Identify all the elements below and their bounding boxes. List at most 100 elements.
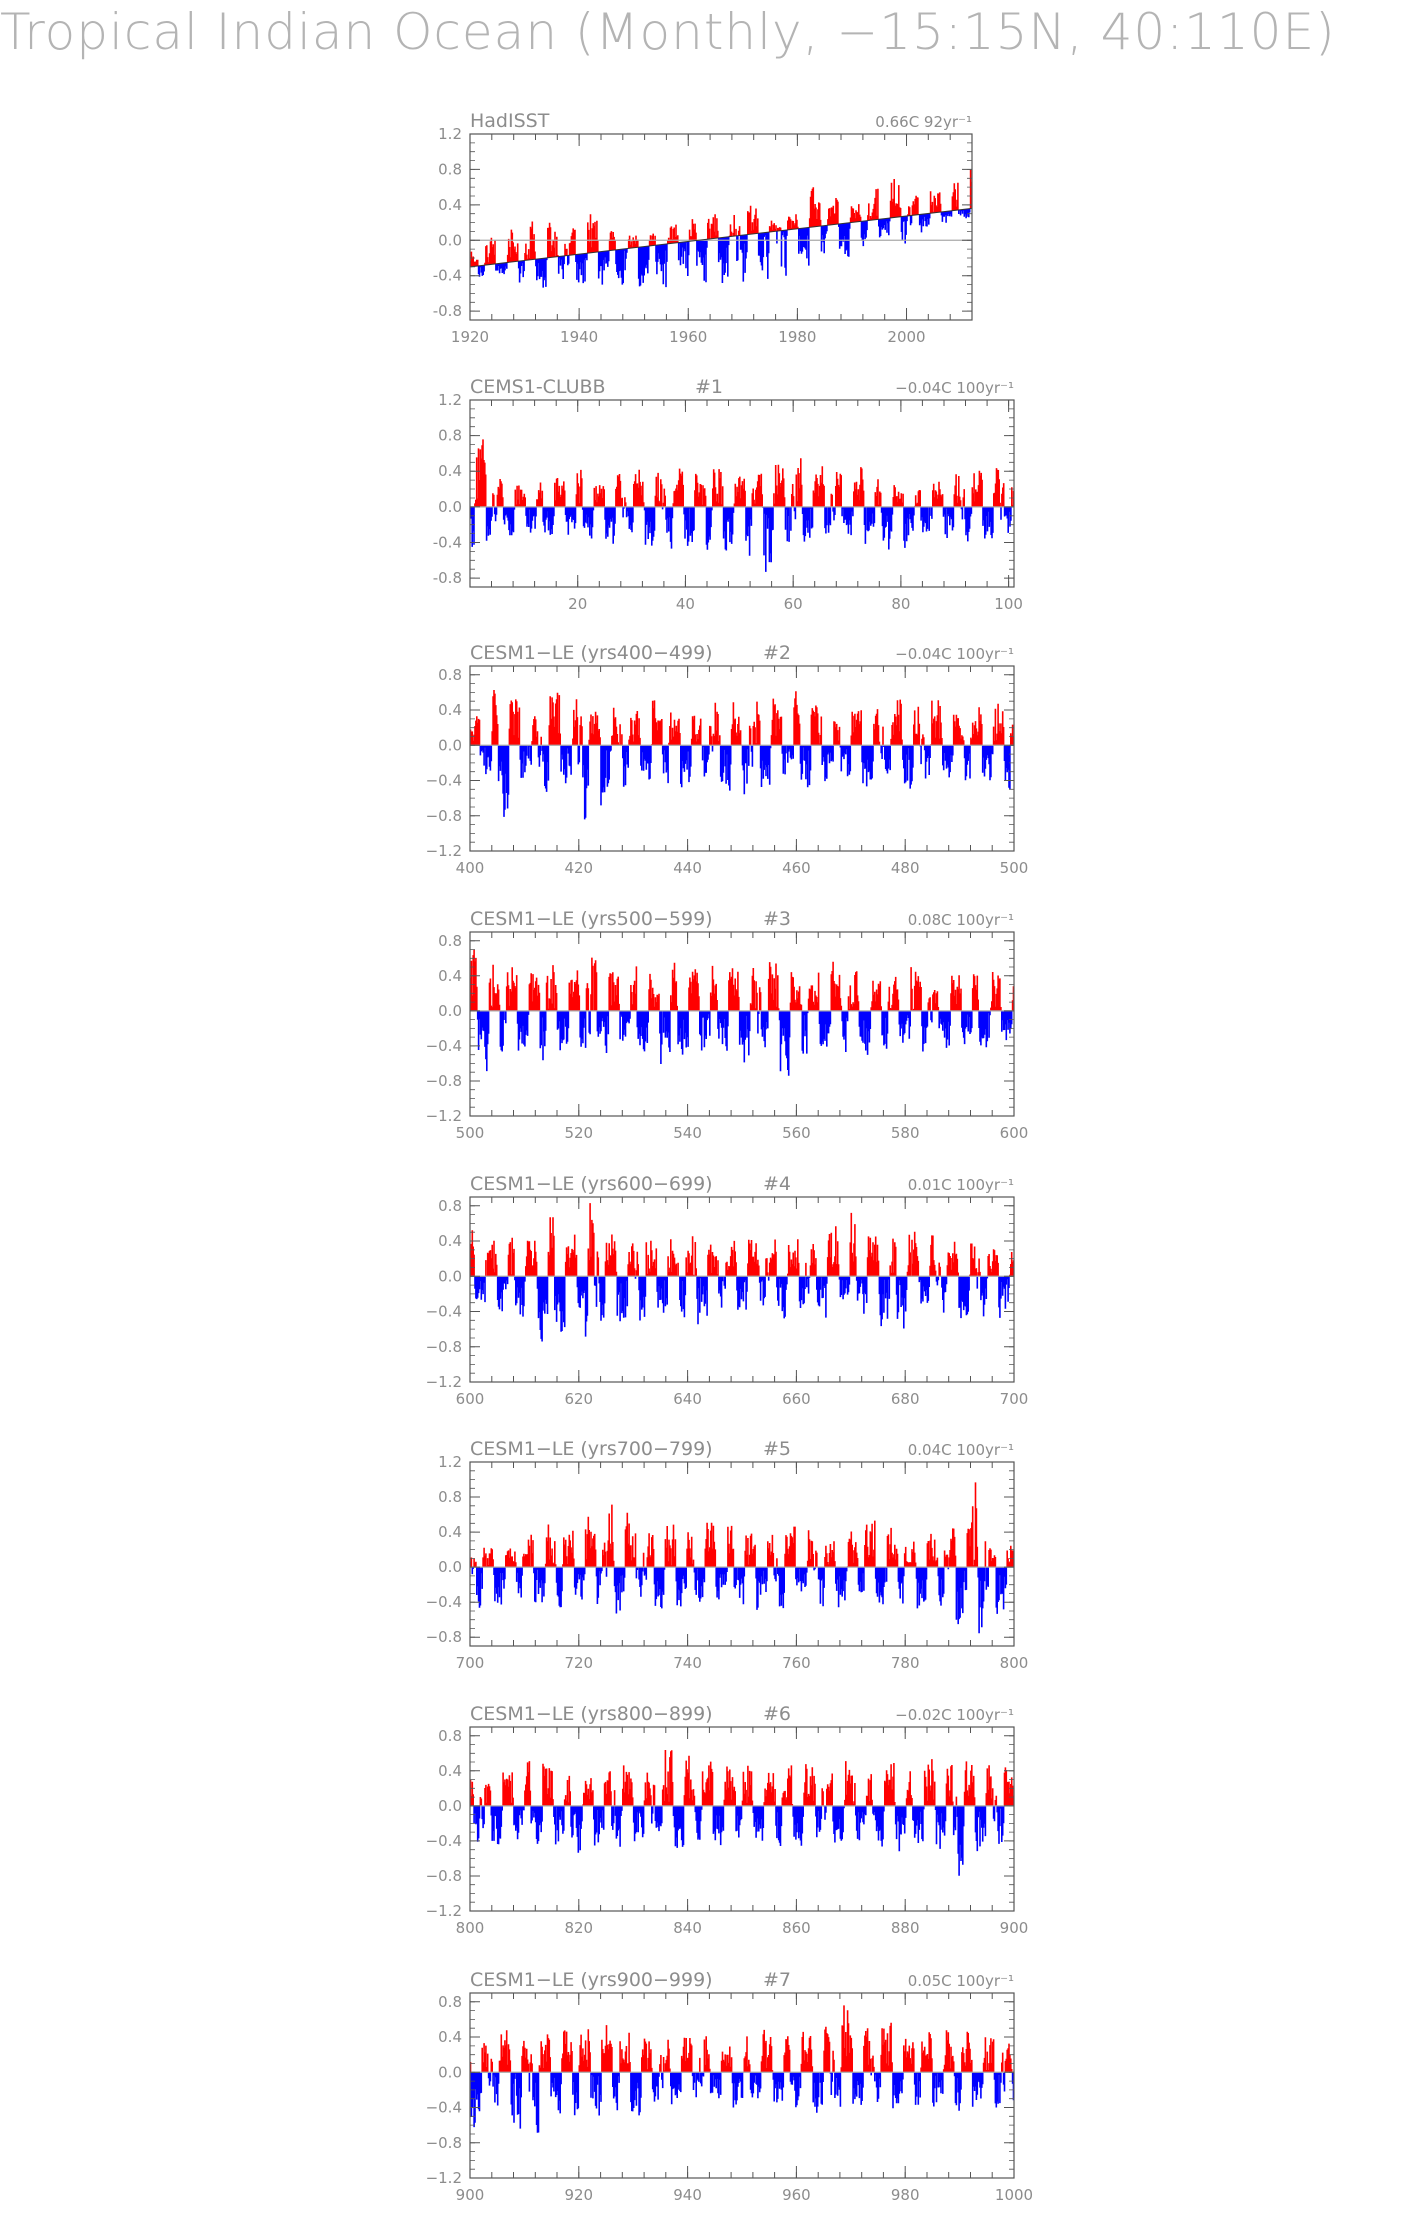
negative-bars: [469, 506, 1012, 572]
x-tick-label: 600: [456, 1390, 485, 1408]
x-tick-label: 640: [673, 1390, 702, 1408]
y-tick-label: -0.4: [433, 267, 462, 285]
panel-run-label: #6: [763, 1703, 791, 1725]
y-tick-label: 0.4: [438, 196, 462, 214]
panel-title: CESM1−LE (yrs500−599): [470, 908, 713, 930]
chart-panel-6: 700 720 740 760 780 800 −0.8 −0.4 0.0 0.4 0.8 1.2 CE…: [426, 1438, 1029, 1672]
y-tick-label: 0.4: [438, 967, 462, 985]
x-tick-label: 700: [1000, 1390, 1029, 1408]
positive-bars: [474, 439, 1015, 507]
y-tick-label: 0.4: [438, 701, 462, 719]
panel-trend: −0.04C 100yr⁻¹: [895, 379, 1014, 397]
y-tick-label: −1.2: [426, 2169, 462, 2187]
y-minor-ticks: [470, 1726, 1014, 1912]
x-tick-label: 980: [891, 2186, 920, 2204]
x-tick-label: 2000: [887, 328, 925, 346]
y-tick-label: 0.0: [438, 1002, 462, 1020]
panel-title: HadISST: [470, 110, 550, 132]
panel-title: CEMS1-CLUBB: [470, 376, 606, 398]
x-tick-label: 400: [456, 859, 485, 877]
x-tick-label: 800: [1000, 1654, 1029, 1672]
panel-trend: 0.04C 100yr⁻¹: [908, 1441, 1014, 1459]
y-tick-label: 1.2: [438, 125, 462, 143]
panel-trend: −0.04C 100yr⁻¹: [895, 645, 1014, 663]
panel-trend: 0.05C 100yr⁻¹: [908, 1972, 1014, 1990]
x-tick-label: 920: [564, 2186, 593, 2204]
y-tick-label: 0.8: [438, 160, 462, 178]
panel-trend: 0.01C 100yr⁻¹: [908, 1176, 1014, 1194]
x-minor-ticks: [469, 134, 973, 320]
x-tick-label: 720: [564, 1654, 593, 1672]
y-tick-label: 0.8: [438, 932, 462, 950]
y-tick-label: 0.0: [438, 231, 462, 249]
x-tick-label: 880: [891, 1919, 920, 1937]
y-tick-label: 0.8: [438, 666, 462, 684]
y-tick-label: −1.2: [426, 842, 462, 860]
plot-frame: [469, 133, 973, 321]
x-tick-label: 480: [891, 859, 920, 877]
x-tick-label: 500: [456, 1124, 485, 1142]
y-tick-label: 0.4: [438, 1523, 462, 1541]
plot-frame: [469, 1726, 1015, 1912]
y-tick-label: −0.4: [426, 1832, 462, 1850]
chart-panel-4: 500 520 540 560 580 600 −1.2 −0.8 −0.4 0.0 0.4 0.8 C…: [426, 908, 1029, 1142]
x-tick-label: 40: [676, 595, 695, 613]
x-tick-label: 520: [564, 1124, 593, 1142]
panel-run-label: #2: [763, 642, 791, 664]
x-tick-label: 500: [1000, 859, 1029, 877]
chart-panel-8: 900 920 940 960 980 1000 −1.2 −0.8 −0.4 0.0 0.4 0.8…: [426, 1969, 1034, 2204]
page-title: Tropical Indian Ocean (Monthly, −15:15N,…: [0, 3, 1336, 61]
chart-panel-7: 800 820 840 860 880 900 −1.2 −0.8 −0.4 0.0 0.4 0.8 C…: [426, 1703, 1029, 1937]
x-tick-label: 700: [456, 1654, 485, 1672]
x-tick-label: 540: [673, 1124, 702, 1142]
trend-line: [469, 207, 973, 268]
y-tick-label: −0.4: [426, 1593, 462, 1611]
x-tick-label: 60: [784, 595, 803, 613]
panel-title: CESM1−LE (yrs700−799): [470, 1438, 713, 1460]
panel-trend: 0.08C 100yr⁻¹: [908, 911, 1014, 929]
y-tick-label: −0.4: [426, 1037, 462, 1055]
x-tick-label: 940: [673, 2186, 702, 2204]
panel-trend: −0.02C 100yr⁻¹: [895, 1706, 1014, 1724]
negative-bars: [474, 1276, 1010, 1342]
y-tick-label: −1.2: [426, 1902, 462, 1920]
y-minor-ticks: [470, 1196, 1014, 1383]
negative-bars: [471, 1567, 1008, 1634]
y-tick-label: −0.8: [426, 1338, 462, 1356]
negative-bars: [479, 745, 1011, 820]
y-tick-label: −0.8: [426, 807, 462, 825]
plot-frame: [469, 1992, 1015, 2179]
panel-run-label: #1: [695, 376, 723, 398]
x-tick-label: 960: [782, 2186, 811, 2204]
x-tick-label: 1920: [451, 328, 489, 346]
y-tick-label: −1.2: [426, 1107, 462, 1125]
negative-bars: [476, 1010, 1013, 1076]
y-minor-ticks: [470, 399, 1014, 588]
panel-title: CESM1−LE (yrs400−499): [470, 642, 713, 664]
y-minor-ticks: [470, 931, 1014, 1117]
x-tick-label: 460: [782, 859, 811, 877]
x-tick-label: 740: [673, 1654, 702, 1672]
y-tick-label: 0.4: [438, 1232, 462, 1250]
y-tick-label: 0.0: [438, 736, 462, 754]
x-tick-label: 440: [673, 859, 702, 877]
x-tick-label: 80: [891, 595, 910, 613]
negative-bars: [470, 2072, 1015, 2133]
y-tick-label: −0.8: [426, 2134, 462, 2152]
y-tick-label: −0.4: [426, 2099, 462, 2117]
y-tick-label: 0.8: [438, 1993, 462, 2011]
y-tick-label: 1.2: [438, 391, 462, 409]
positive-bars: [469, 1750, 1015, 1806]
x-tick-label: 900: [1000, 1919, 1029, 1937]
y-minor-ticks: [470, 1992, 1014, 2179]
panel-title: CESM1−LE (yrs800−899): [470, 1703, 713, 1725]
plot-frame: [469, 665, 1015, 852]
panel-run-label: #4: [763, 1173, 791, 1195]
y-tick-label: -0.8: [433, 569, 462, 587]
y-tick-label: −0.8: [426, 1628, 462, 1646]
chart-panel-1: 1920 1940 1960 1980 2000 -0.8 -0.4 0.0 0.4 0.8 1.2…: [433, 110, 973, 346]
x-tick-label: 680: [891, 1390, 920, 1408]
y-tick-label: −0.8: [426, 1072, 462, 1090]
y-tick-label: -0.4: [433, 533, 462, 551]
